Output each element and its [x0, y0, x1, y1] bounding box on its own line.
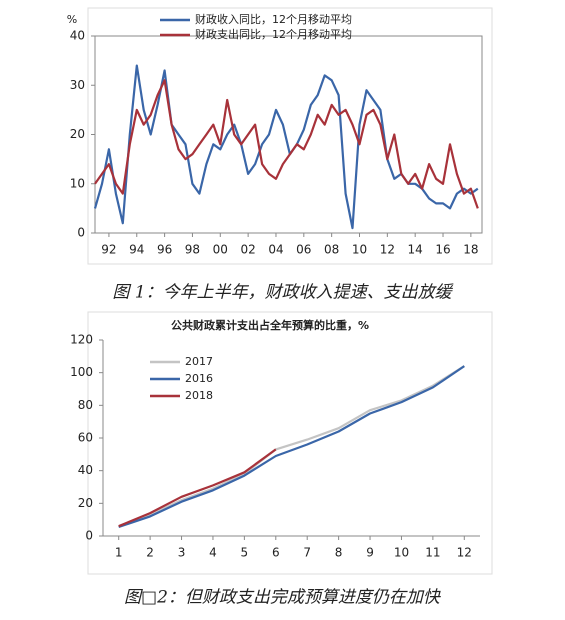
x-tick-label: 08 — [324, 243, 339, 257]
y-unit: % — [67, 13, 77, 26]
x-tick-label: 94 — [129, 243, 144, 257]
x-tick-label: 1 — [115, 546, 123, 560]
series-line — [118, 365, 465, 528]
x-tick-label: 9 — [366, 546, 374, 560]
x-tick-label: 5 — [241, 546, 249, 560]
y-tick-label: 40 — [78, 463, 93, 477]
y-tick-label: 40 — [70, 29, 85, 43]
x-tick-label: 02 — [240, 243, 255, 257]
x-tick-label: 96 — [157, 243, 172, 257]
caption: 图 1：今年上半年，财政收入提速、支出放缓 — [112, 283, 453, 303]
chart-frame — [87, 311, 493, 575]
x-tick-label: 12 — [457, 546, 472, 560]
x-tick-label: 12 — [380, 243, 395, 257]
x-tick-label: 14 — [408, 243, 423, 257]
x-tick-label: 18 — [463, 243, 478, 257]
x-tick-label: 00 — [213, 243, 228, 257]
legend-label: 2018 — [185, 389, 213, 402]
x-tick-label: 3 — [178, 546, 186, 560]
legend-label: 财政支出同比，12个月移动平均 — [195, 27, 352, 41]
x-tick-label: 04 — [268, 243, 283, 257]
caption: 图□2：但财政支出完成预算进度仍在加快 — [124, 588, 442, 608]
y-tick-label: 0 — [77, 226, 85, 240]
y-tick-label: 100 — [70, 365, 93, 379]
x-tick-label: 4 — [209, 546, 217, 560]
chart-frame — [87, 7, 493, 265]
y-tick-label: 80 — [78, 398, 93, 412]
x-tick-label: 92 — [101, 243, 116, 257]
y-tick-label: 120 — [70, 333, 93, 347]
y-tick-label: 10 — [70, 176, 85, 190]
y-tick-label: 20 — [70, 127, 85, 141]
x-tick-label: 10 — [352, 243, 367, 257]
x-tick-label: 2 — [146, 546, 154, 560]
x-tick-label: 06 — [296, 243, 311, 257]
y-tick-label: 30 — [70, 78, 85, 92]
x-tick-label: 98 — [185, 243, 200, 257]
x-tick-label: 8 — [335, 546, 343, 560]
x-tick-label: 11 — [425, 546, 440, 560]
x-tick-label: 7 — [303, 546, 311, 560]
series-line — [118, 365, 465, 529]
y-tick-label: 0 — [85, 529, 93, 543]
x-tick-label: 16 — [435, 243, 450, 257]
chart-title: 公共财政累计支出占全年预算的比重，% — [171, 318, 369, 332]
series-line — [94, 79, 479, 209]
legend-label: 2017 — [185, 355, 213, 368]
y-tick-label: 20 — [78, 496, 93, 510]
x-tick-label: 6 — [272, 546, 280, 560]
series-line — [118, 448, 277, 528]
legend-label: 财政收入同比，12个月移动平均 — [195, 12, 352, 26]
x-tick-label: 10 — [394, 546, 409, 560]
y-tick-label: 60 — [78, 431, 93, 445]
legend-label: 2016 — [185, 372, 213, 385]
series-line — [93, 64, 479, 230]
plot-frame — [94, 35, 483, 234]
